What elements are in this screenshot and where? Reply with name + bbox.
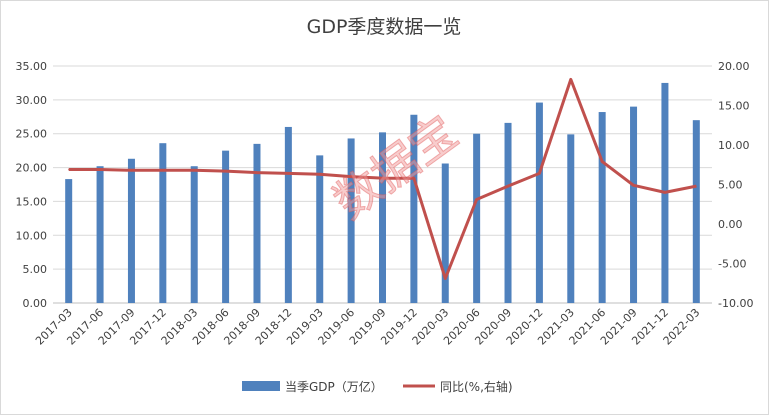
right-tick-label: -5.00 — [718, 258, 746, 271]
left-tick-label: 30.00 — [16, 94, 48, 107]
gdp-bar — [504, 122, 512, 303]
gdp-bar — [316, 155, 324, 303]
right-tick-label: -10.00 — [718, 297, 753, 310]
gdp-bar — [159, 143, 167, 303]
left-tick-label: 15.00 — [16, 195, 48, 208]
gdp-bar — [410, 114, 418, 303]
yoy-point — [538, 172, 540, 174]
left-tick-label: 5.00 — [23, 263, 48, 276]
gdp-bar — [253, 143, 261, 303]
yoy-point — [382, 177, 383, 179]
yoy-point — [225, 170, 227, 172]
gdp-bar — [473, 133, 481, 303]
right-tick-label: 15.00 — [718, 100, 750, 113]
yoy-point — [633, 184, 635, 186]
yoy-point — [664, 191, 666, 193]
gdp-bar — [441, 163, 449, 303]
right-tick-label: 5.00 — [718, 179, 743, 192]
legend-line-label: 同比(%,右轴) — [440, 379, 513, 394]
legend-bar-label: 当季GDP（万亿） — [285, 379, 383, 394]
left-tick-label: 20.00 — [16, 162, 48, 175]
yoy-point — [256, 172, 258, 174]
yoy-point — [413, 177, 415, 179]
yoy-point — [476, 199, 478, 201]
right-tick-label: 10.00 — [718, 139, 750, 152]
yoy-point — [287, 172, 289, 174]
gdp-bar — [284, 126, 292, 303]
gdp-bar — [598, 112, 606, 303]
yoy-point — [68, 168, 70, 170]
gdp-bar — [535, 102, 543, 304]
yoy-point — [99, 168, 101, 170]
gdp-bar — [379, 132, 386, 303]
legend: 当季GDP（万亿） 同比(%,右轴) — [242, 379, 513, 394]
x-axis: 2017-032017-062017-092017-122018-032018-… — [33, 306, 702, 348]
left-axis: 0.00 5.00 10.00 15.00 20.00 25.00 30.00 35.00 — [16, 60, 48, 310]
yoy-point — [162, 169, 164, 171]
left-tick-label: 25.00 — [16, 128, 48, 141]
yoy-point — [507, 185, 509, 187]
yoy-point — [350, 176, 352, 178]
left-tick-label: 0.00 — [23, 297, 48, 310]
right-tick-label: 0.00 — [718, 218, 743, 231]
yoy-point — [444, 278, 446, 280]
yoy-point — [695, 185, 697, 187]
gdp-bar — [567, 134, 575, 303]
right-axis: -10.00 -5.00 0.00 5.00 10.00 15.00 20.00 — [718, 60, 753, 310]
chart-title: GDP季度数据一览 — [307, 16, 462, 38]
right-tick-label: 20.00 — [718, 60, 750, 73]
legend-bar-swatch — [242, 381, 280, 391]
gdp-bar — [347, 138, 355, 303]
gdp-bar — [692, 120, 700, 304]
gdp-bar — [127, 158, 135, 303]
yoy-point — [319, 173, 321, 175]
gdp-bar — [96, 166, 104, 303]
yoy-point — [130, 169, 132, 171]
line-series — [68, 77, 697, 280]
left-tick-label: 10.00 — [16, 229, 48, 242]
gdp-bar — [222, 150, 230, 303]
yoy-point — [193, 169, 195, 171]
yoy-point — [570, 78, 572, 80]
left-tick-label: 35.00 — [16, 60, 48, 73]
bar-series — [65, 82, 700, 304]
yoy-point — [601, 161, 603, 163]
gdp-bar — [190, 166, 198, 303]
gdp-bar — [630, 106, 638, 303]
gdp-bar — [65, 179, 73, 303]
